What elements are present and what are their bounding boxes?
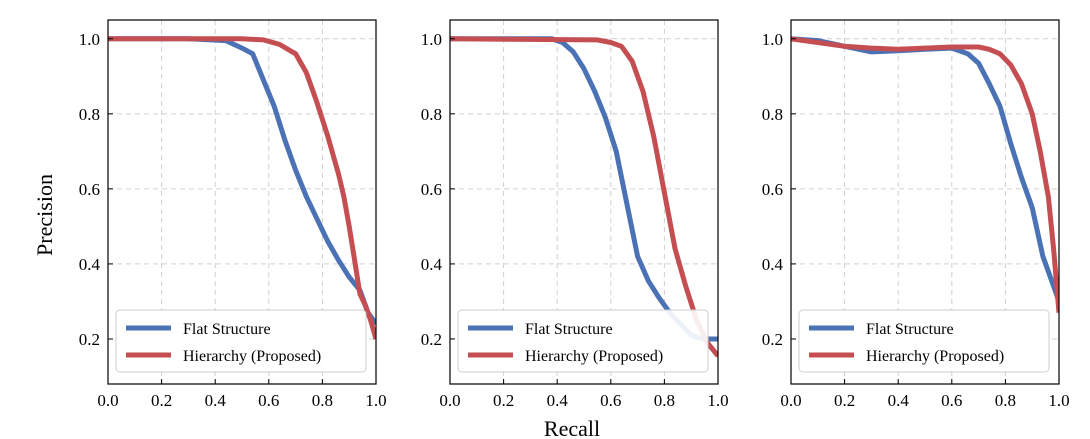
panel-3-y-tick-label-0: 0.2 (762, 330, 783, 349)
panel-1-x-tick-label-0: 0.0 (97, 391, 118, 410)
panel-2-legend-label-1: Hierarchy (Proposed) (525, 348, 663, 365)
panel-3-x-tick-label-5: 1.0 (1048, 391, 1069, 410)
panel-2-legend: Flat Structure Hierarchy (Proposed) (457, 309, 709, 373)
chart-panels: 0.0 0.2 0.4 0.6 0.8 1.0 0.2 0.4 0.6 0.8 1.0 Flat St… (79, 19, 1070, 410)
panel-1-legend-box (115, 309, 367, 373)
panel-3-x-tick-label-1: 0.2 (834, 391, 855, 410)
panel-1-y-tick-label-4: 1.0 (79, 30, 100, 49)
panel-3-legend-label-0: Flat Structure (866, 321, 954, 338)
panel-1-series-hierarchy-line (108, 36, 376, 340)
panel-3-x-tick-label-0: 0.0 (780, 391, 801, 410)
panel-1-y-tick-label-3: 0.8 (79, 105, 100, 124)
panel-1-x-tick-label-5: 1.0 (365, 391, 386, 410)
panel-2-x-tick-label-0: 0.0 (439, 391, 460, 410)
panel-1-x-tick-label-2: 0.4 (205, 391, 227, 410)
panel-1-x-tick-label-4: 0.8 (312, 391, 333, 410)
panel-1-y-tick-label-2: 0.6 (79, 180, 100, 199)
panel-3-series-hierarchy-line (791, 36, 1059, 313)
panel-3-y-tick-label-4: 1.0 (762, 30, 783, 49)
panel-3: 0.0 0.2 0.4 0.6 0.8 1.0 0.2 0.4 0.6 0.8 1.0 Flat St… (762, 19, 1070, 410)
x-axis-title: Recall (544, 416, 600, 439)
panel-2-legend-box (457, 309, 709, 373)
panel-2-legend-label-0: Flat Structure (525, 321, 613, 338)
panel-1-x-tick-label-3: 0.6 (258, 391, 279, 410)
panel-1-legend-label-0: Flat Structure (183, 321, 271, 338)
panel-1-axes-frame (107, 19, 377, 385)
panel-3-x-tick-label-4: 0.8 (995, 391, 1016, 410)
panel-3-x-tick-label-3: 0.6 (941, 391, 962, 410)
panel-3-legend-label-1: Hierarchy (Proposed) (866, 348, 1004, 365)
panel-1-x-tick-label-1: 0.2 (151, 391, 172, 410)
y-axis-title: Precision (32, 174, 57, 256)
panel-2-y-tick-label-4: 1.0 (421, 30, 442, 49)
panel-3-y-tick-label-3: 0.8 (762, 105, 783, 124)
panel-2-x-tick-label-2: 0.4 (547, 391, 569, 410)
panel-3-legend: Flat Structure Hierarchy (Proposed) (798, 309, 1050, 373)
panel-1-legend: Flat Structure Hierarchy (Proposed) (115, 309, 367, 373)
panel-2-y-tick-label-3: 0.8 (421, 105, 442, 124)
panel-3-axes-frame (790, 19, 1060, 385)
panel-3-series-flat-structure-line (791, 36, 1059, 303)
panel-1-y-tick-label-1: 0.4 (79, 255, 101, 274)
panel-2-x-tick-label-5: 1.0 (707, 391, 728, 410)
panel-2-y-tick-label-2: 0.6 (421, 180, 442, 199)
panel-3-legend-box (798, 309, 1050, 373)
panel-2-x-tick-label-3: 0.6 (600, 391, 621, 410)
panel-1-legend-label-1: Hierarchy (Proposed) (183, 348, 321, 365)
panel-1: 0.0 0.2 0.4 0.6 0.8 1.0 0.2 0.4 0.6 0.8 1.0 Flat St… (79, 19, 387, 410)
panel-2-y-tick-label-0: 0.2 (421, 330, 442, 349)
panel-2-x-tick-label-1: 0.2 (493, 391, 514, 410)
panel-2-series-hierarchy-line (450, 36, 718, 358)
panel-2-y-tick-label-1: 0.4 (421, 255, 443, 274)
panel-1-series-flat-structure-line (108, 36, 376, 326)
panel-3-y-tick-label-1: 0.4 (762, 255, 784, 274)
panel-2: 0.0 0.2 0.4 0.6 0.8 1.0 0.2 0.4 0.6 0.8 1.0 Flat St… (421, 19, 729, 410)
panel-1-y-tick-label-0: 0.2 (79, 330, 100, 349)
panel-3-x-tick-label-2: 0.4 (888, 391, 910, 410)
panel-2-x-tick-label-4: 0.8 (654, 391, 675, 410)
panel-3-y-tick-label-2: 0.6 (762, 180, 783, 199)
panel-2-axes-frame (449, 19, 719, 385)
